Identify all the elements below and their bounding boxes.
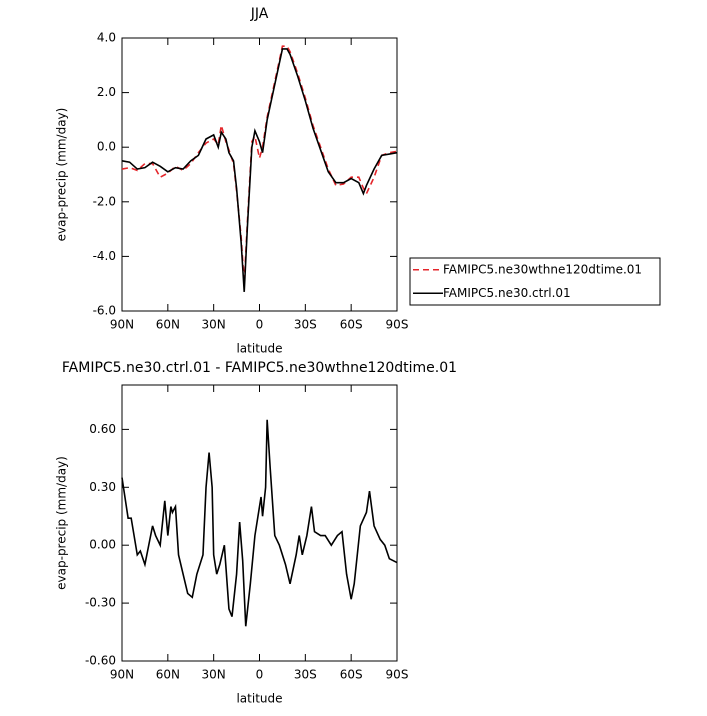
- y-tick-label: 0.00: [89, 538, 116, 552]
- data-line: [121, 45, 398, 284]
- y-tick-label: 0.0: [97, 140, 116, 154]
- y-tick-label: 2.0: [97, 85, 116, 99]
- legend-box: [409, 257, 661, 306]
- x-tick-label: 30S: [294, 668, 317, 682]
- x-tick-label: 90S: [386, 668, 409, 682]
- x-tick-label: 60S: [340, 318, 363, 332]
- chart-title: FAMIPC5.ne30.ctrl.01 - FAMIPC5.ne30wthne…: [62, 360, 457, 376]
- x-tick-label: 60N: [156, 668, 180, 682]
- x-tick-label: 0: [256, 318, 264, 332]
- x-tick-label: 30S: [294, 318, 317, 332]
- y-axis-label: evap-precip (mm/day): [55, 456, 69, 590]
- x-tick-label: 60S: [340, 668, 363, 682]
- y-tick-label: 0.30: [89, 480, 116, 494]
- x-axis-label: latitude: [236, 692, 282, 706]
- x-tick-label: 60N: [156, 318, 180, 332]
- y-tick-label: -4.0: [93, 249, 116, 263]
- y-tick-label: -6.0: [93, 304, 116, 318]
- y-tick-label: -2.0: [93, 194, 116, 208]
- plot-frame: [121, 37, 398, 312]
- y-tick-label: 0.60: [89, 422, 116, 436]
- legend-label: FAMIPC5.ne30.ctrl.01: [443, 286, 571, 300]
- data-line: [121, 48, 398, 292]
- y-tick-label: -0.30: [85, 596, 116, 610]
- data-line: [121, 419, 398, 627]
- y-tick-label: -0.60: [85, 654, 116, 668]
- x-tick-label: 90N: [110, 668, 134, 682]
- y-axis-label: evap-precip (mm/day): [55, 108, 69, 242]
- x-tick-label: 90N: [110, 318, 134, 332]
- legend-label: FAMIPC5.ne30wthne120dtime.01: [443, 262, 642, 276]
- y-tick-label: 4.0: [97, 31, 116, 45]
- x-tick-label: 30N: [202, 318, 226, 332]
- x-axis-label: latitude: [236, 342, 282, 356]
- x-tick-label: 90S: [386, 318, 409, 332]
- chart-title: JJA: [250, 6, 269, 22]
- x-tick-label: 30N: [202, 668, 226, 682]
- x-tick-label: 0: [256, 668, 264, 682]
